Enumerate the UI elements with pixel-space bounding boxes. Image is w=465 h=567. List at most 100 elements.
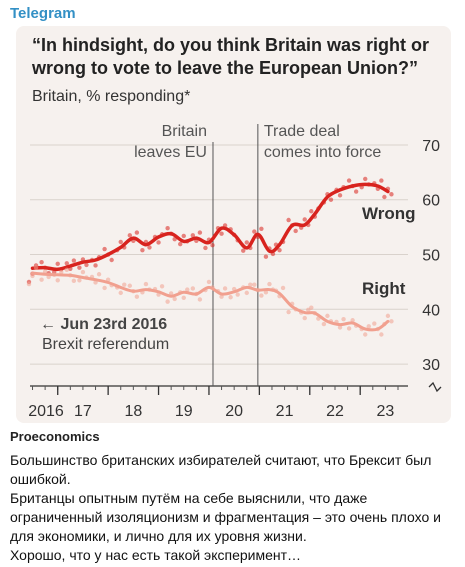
wrong-data-point — [93, 263, 98, 268]
wrong-data-point — [389, 192, 394, 197]
axis-break-icon — [428, 381, 442, 393]
wrong-data-point — [328, 197, 334, 202]
right-data-point — [30, 273, 35, 279]
right-data-point — [134, 294, 140, 299]
wrong-data-point — [77, 265, 82, 270]
x-tick-label: 23 — [376, 403, 394, 420]
right-data-point — [172, 296, 177, 302]
right-data-point — [379, 332, 384, 337]
wrong-data-point — [302, 217, 307, 222]
wrong-data-point — [309, 209, 314, 214]
right-data-point — [309, 305, 314, 310]
wrong-data-point — [286, 217, 291, 223]
wrong-data-point — [363, 176, 368, 182]
wrong-data-point — [259, 226, 264, 231]
chart-title: “In hindsight, do you think Britain was … — [32, 34, 437, 80]
x-tick-label: 19 — [175, 403, 193, 420]
wrong-data-point — [293, 228, 298, 234]
wrong-data-point — [244, 240, 249, 245]
y-tick-label: 70 — [422, 138, 440, 155]
chart-title-line2: wrong to vote to leave the European Unio… — [32, 58, 419, 78]
wrong-data-point — [241, 248, 246, 253]
wrong-data-point — [337, 193, 343, 198]
right-data-point — [33, 265, 39, 270]
post-source[interactable]: Proeconomics — [10, 429, 100, 444]
right-data-point — [143, 281, 149, 287]
right-data-point — [77, 278, 82, 283]
chart-card: “In hindsight, do you think Britain was … — [16, 26, 451, 423]
right-data-point — [346, 326, 352, 331]
right-data-point — [42, 269, 48, 274]
wrong-data-point — [71, 258, 77, 263]
right-data-point — [206, 279, 212, 285]
wrong-data-point — [102, 246, 107, 252]
wrong-series-label: Wrong — [362, 204, 416, 223]
right-data-point — [337, 325, 343, 330]
wrong-data-point — [219, 231, 224, 236]
right-data-point — [96, 272, 102, 277]
wrong-data-point — [156, 240, 161, 245]
wrong-data-point — [165, 226, 170, 231]
caption-paragraph-3: Хорошо, что у нас есть такой эксперимент… — [10, 547, 302, 563]
right-data-point — [64, 267, 69, 273]
right-data-point — [26, 281, 32, 287]
brexit-leave-label-line1: Britain — [162, 123, 207, 140]
right-data-point — [165, 299, 170, 304]
x-tick-label: 17 — [74, 403, 92, 420]
x-tick-label: 2016 — [28, 403, 64, 420]
caption-paragraph-2: Британцы опытным путём на себе выяснили,… — [10, 490, 441, 544]
wrong-data-point — [84, 262, 89, 268]
x-tick-label: 22 — [326, 403, 344, 420]
y-tick-label: 50 — [422, 248, 440, 265]
right-data-point — [252, 282, 257, 287]
wrong-data-point — [64, 261, 69, 266]
wrong-data-point — [353, 189, 359, 194]
y-tick-label: 60 — [422, 193, 440, 210]
right-data-point — [127, 283, 133, 288]
right-data-point — [248, 282, 253, 287]
wrong-data-point — [382, 194, 387, 200]
right-data-point — [159, 284, 165, 289]
referendum-label: Brexit referendum — [42, 336, 169, 353]
right-data-point — [372, 321, 377, 326]
right-data-point — [259, 293, 264, 298]
wrong-series-line — [30, 182, 390, 272]
wrong-data-point — [118, 239, 123, 245]
right-data-point — [280, 285, 286, 291]
right-data-point — [55, 278, 60, 283]
wrong-data-point — [197, 230, 203, 235]
right-data-point — [181, 295, 186, 300]
right-data-point — [59, 269, 64, 275]
right-series-line — [31, 271, 390, 332]
wrong-data-point — [263, 254, 269, 259]
wrong-data-point — [277, 247, 282, 253]
chart-svg: 30 40 50 60 70 2016 17 18 19 20 21 22 23 Britain leave… — [26, 123, 442, 420]
right-data-point — [363, 332, 368, 337]
right-data-point — [286, 309, 291, 315]
wrong-data-point — [140, 247, 145, 253]
right-data-point — [302, 315, 307, 321]
right-data-point — [39, 277, 44, 282]
x-tick-label: 18 — [124, 403, 142, 420]
trade-deal-label-line1: Trade deal — [264, 123, 340, 140]
trade-deal-label-line2: comes into force — [264, 144, 381, 161]
right-data-point — [118, 290, 123, 296]
right-data-point — [389, 319, 394, 324]
channel-label[interactable]: Telegram — [10, 5, 76, 22]
right-data-point — [341, 316, 346, 322]
right-series-label: Right — [362, 279, 406, 298]
wrong-data-point — [190, 233, 196, 238]
y-tick-label: 30 — [422, 357, 440, 374]
wrong-data-point — [346, 178, 352, 183]
right-data-point — [350, 318, 355, 323]
y-tick-label: 40 — [422, 302, 440, 319]
wrong-data-point — [203, 245, 208, 251]
right-data-point — [325, 313, 330, 319]
right-data-point — [306, 307, 311, 313]
right-data-point — [267, 281, 272, 287]
wrong-data-point — [252, 229, 257, 234]
wrong-data-point — [147, 245, 152, 250]
x-tick-label: 21 — [276, 403, 294, 420]
wrong-data-point — [210, 243, 215, 248]
right-data-point — [190, 286, 196, 291]
